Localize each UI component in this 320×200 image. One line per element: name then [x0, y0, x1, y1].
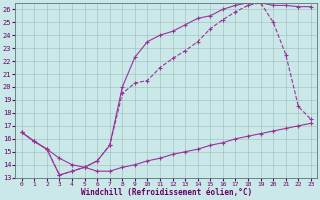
X-axis label: Windchill (Refroidissement éolien,°C): Windchill (Refroidissement éolien,°C) [81, 188, 252, 197]
